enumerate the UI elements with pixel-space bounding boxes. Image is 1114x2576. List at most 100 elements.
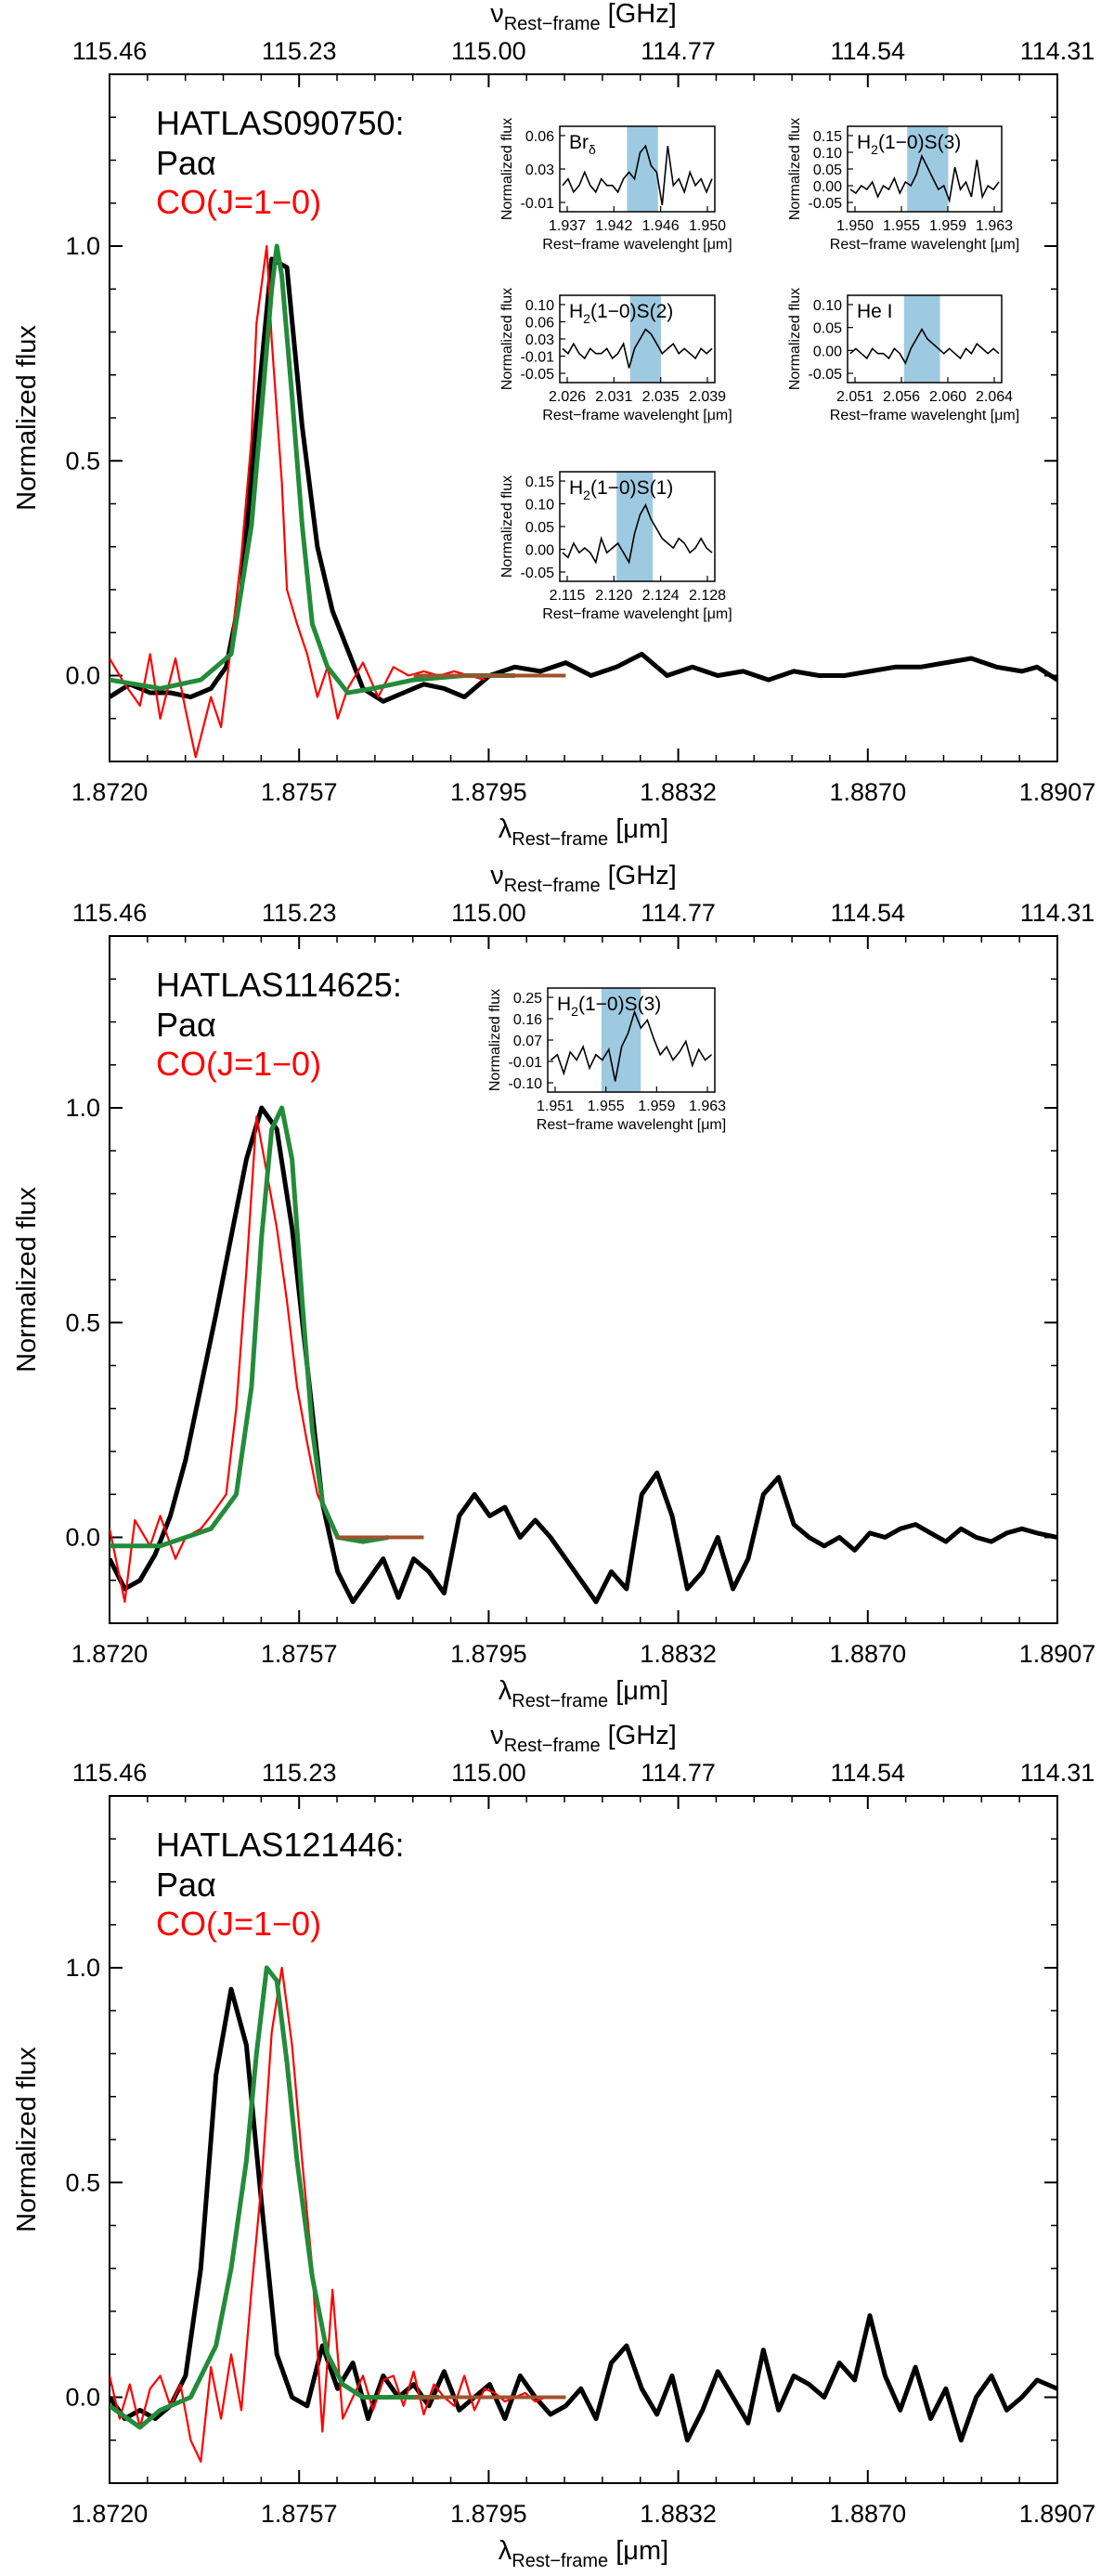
inset-line-label: He I xyxy=(857,301,893,322)
top-tick-label: 114.77 xyxy=(641,1759,716,1787)
panel-p1: 1.8720 115.46 1.8757 115.23 1.8795 115.00 1.88… xyxy=(12,0,1095,850)
x-tick-label: 1.8870 xyxy=(830,1640,907,1668)
inset-y-tick-label: 0.00 xyxy=(813,344,842,359)
inset-frame xyxy=(847,294,1003,384)
series-pa-alpha xyxy=(110,256,1057,704)
y-axis-title: Normalized flux xyxy=(12,2047,42,2232)
inset-x-tick-label: 1.950 xyxy=(689,218,726,234)
inset-5: 2.115 2.120 2.124 2.128 0.15 0.10 0.05 0.00 -0.0… xyxy=(499,471,732,622)
y-tick-label: 0.0 xyxy=(65,1524,100,1552)
inset-x-tick-label: 2.115 xyxy=(550,588,586,604)
inset-x-tick-label: 2.124 xyxy=(642,588,680,604)
x-axis-title: λRest−frame [μm] xyxy=(499,2536,668,2571)
inset-y-title: Normalized flux xyxy=(499,288,515,390)
series-co xyxy=(110,1966,566,2463)
series-pa-alpha xyxy=(110,1986,1057,2443)
inset-y-tick-label: -0.05 xyxy=(809,367,843,383)
inset-y-tick-label: 0.07 xyxy=(513,1034,542,1049)
source-label: HATLAS114625: xyxy=(156,966,402,1004)
x-tick-label: 1.8720 xyxy=(71,2500,149,2528)
inset-2: 1.950 1.955 1.959 1.963 0.150.100.050.00-0.0… xyxy=(787,118,1019,253)
inset-y-title: Normalized flux xyxy=(787,118,803,220)
series-fit xyxy=(110,1105,389,1549)
legend-pa-alpha: Paα xyxy=(156,1866,216,1904)
inset-1: 1.951 1.955 1.959 1.963 0.25 0.16 0.07 -0.01 -0.… xyxy=(487,987,726,1133)
inset-y-tick-label: 0.06 xyxy=(525,316,554,332)
series-pa-alpha xyxy=(110,1105,1057,1605)
inset-y-tick-label: -0.05 xyxy=(809,196,843,212)
inset-y-tick-label: -0.10 xyxy=(509,1076,543,1092)
x-tick-label: 1.8870 xyxy=(830,2500,907,2528)
plot-frame xyxy=(109,935,1058,1624)
inset-x-tick-label: 1.946 xyxy=(642,218,680,234)
inset-spectrum xyxy=(550,1009,713,1082)
x-tick-label: 1.8795 xyxy=(450,778,527,806)
inset-y-title: Normalized flux xyxy=(787,288,803,390)
inset-y-tick-label: 0.05 xyxy=(813,321,842,337)
y-tick-label: 0.0 xyxy=(65,2384,100,2412)
top-tick-label: 115.00 xyxy=(451,899,526,927)
legend-co: CO(J=1−0) xyxy=(156,183,321,221)
source-label: HATLAS121446: xyxy=(156,1826,405,1864)
top-tick-label: 115.23 xyxy=(262,1759,337,1787)
inset-x-tick-label: 2.031 xyxy=(595,389,632,405)
y-axis-title: Normalized flux xyxy=(12,1187,42,1373)
x-tick-label: 1.8907 xyxy=(1019,778,1096,806)
inset-y-tick-label: -0.05 xyxy=(521,367,555,383)
inset-x-title: Rest−frame wavelenght [μm] xyxy=(542,408,732,423)
inset-y-tick-label: 0.25 xyxy=(513,991,542,1007)
inset-x-title: Rest−frame wavelenght [μm] xyxy=(830,408,1019,423)
inset-x-tick-label: 1.937 xyxy=(549,218,586,234)
inset-x-tick-label: 2.039 xyxy=(689,389,726,405)
inset-band xyxy=(627,126,658,212)
series-fit xyxy=(110,1965,439,2430)
inset-y-tick-label: 0.00 xyxy=(813,179,842,195)
top-tick-label: 114.54 xyxy=(831,899,906,927)
inset-line-label: Brδ xyxy=(569,132,596,157)
inset-spectrum xyxy=(849,153,1000,204)
inset-y-tick-label: 0.05 xyxy=(525,520,554,536)
inset-x-tick-label: 1.951 xyxy=(537,1099,574,1114)
inset-y-tick-label: 0.10 xyxy=(813,146,842,162)
top-tick-label: 115.00 xyxy=(451,37,526,65)
legend-co: CO(J=1−0) xyxy=(156,1905,321,1943)
y-tick-label: 1.0 xyxy=(65,232,100,260)
inset-x-tick-label: 2.120 xyxy=(595,588,632,604)
inset-spectrum xyxy=(849,327,1000,365)
inset-x-tick-label: 2.056 xyxy=(883,389,920,405)
top-tick-label: 114.31 xyxy=(1020,1759,1095,1787)
inset-y-tick-label: 0.15 xyxy=(525,475,554,490)
inset-line-label: H2(1−0)S(1) xyxy=(569,477,673,502)
inset-x-title: Rest−frame wavelenght [μm] xyxy=(830,237,1019,253)
x-tick-label: 1.8720 xyxy=(71,1640,149,1668)
y-tick-label: 0.5 xyxy=(65,1308,100,1336)
inset-4: 2.051 2.056 2.060 2.064 0.10 0.05 0.00 -0.05 Res… xyxy=(787,288,1019,423)
x-axis-title: λRest−frame [μm] xyxy=(499,1676,668,1711)
x-tick-label: 1.8832 xyxy=(640,778,717,806)
y-tick-label: 1.0 xyxy=(65,1954,100,1982)
inset-y-tick-label: 0.00 xyxy=(525,543,554,559)
inset-y-tick-label: -0.01 xyxy=(521,350,555,366)
inset-y-tick-label: 0.06 xyxy=(525,129,554,145)
inset-band xyxy=(629,295,662,383)
top-tick-label: 115.46 xyxy=(72,1759,148,1787)
inset-spectrum xyxy=(562,328,713,369)
inset-x-tick-label: 1.955 xyxy=(883,218,920,234)
series-fit xyxy=(110,243,515,696)
inset-1: 1.937 1.942 1.946 1.950 0.06 0.03 -0.01 Rest−fr… xyxy=(499,118,732,253)
inset-y-tick-label: 0.03 xyxy=(525,163,554,178)
data-layer xyxy=(110,243,1057,759)
inset-band xyxy=(903,295,940,383)
top-tick-label: 115.00 xyxy=(451,1759,526,1787)
inset-x-tick-label: 2.051 xyxy=(836,389,874,405)
y-tick-label: 0.5 xyxy=(65,447,100,475)
inset-spectrum xyxy=(562,144,713,206)
inset-y-tick-label: 0.16 xyxy=(513,1012,542,1028)
top-tick-label: 114.77 xyxy=(641,37,716,65)
plot-frame xyxy=(109,1795,1058,2484)
top-tick-label: 115.46 xyxy=(72,899,148,927)
panel-p2: 1.8720 115.46 1.8757 115.23 1.8795 115.00 1.88… xyxy=(12,861,1095,1711)
inset-x-title: Rest−frame wavelenght [μm] xyxy=(537,1117,726,1133)
inset-y-title: Normalized flux xyxy=(487,989,503,1091)
inset-y-tick-label: 0.03 xyxy=(525,332,554,348)
